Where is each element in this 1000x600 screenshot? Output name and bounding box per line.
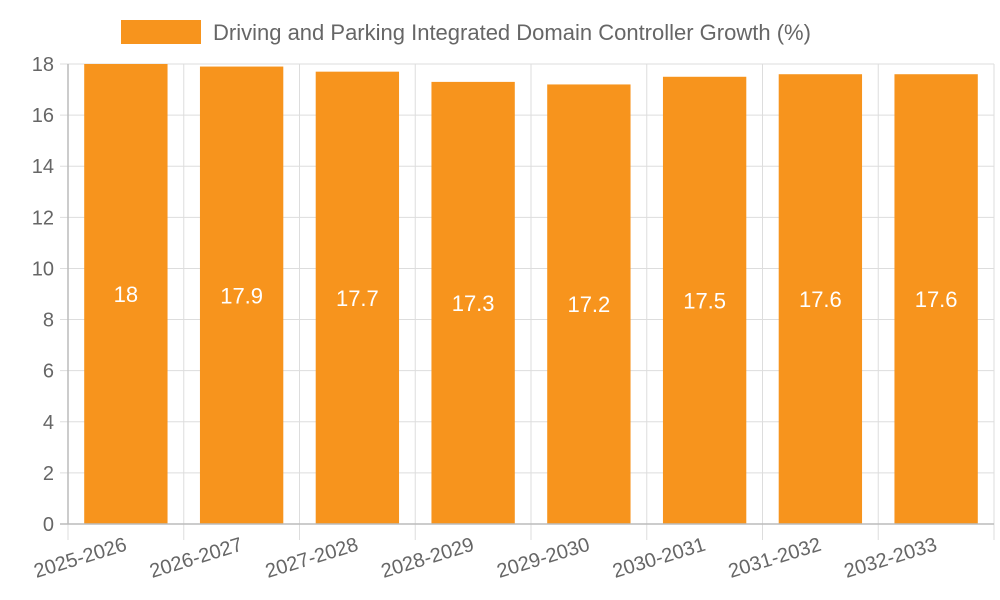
bar bbox=[894, 74, 978, 524]
data-label: 17.2 bbox=[567, 292, 610, 317]
x-tick-label: 2025-2026 bbox=[31, 534, 129, 583]
data-label: 17.7 bbox=[336, 286, 379, 311]
x-tick-label: 2031-2032 bbox=[726, 534, 824, 583]
legend: Driving and Parking Integrated Domain Co… bbox=[121, 20, 811, 45]
x-tick-label: 2027-2028 bbox=[263, 534, 361, 583]
bar bbox=[547, 84, 631, 524]
y-tick-label: 10 bbox=[32, 258, 54, 280]
data-labels: 18 17.9 17.7 17.3 17.2 17.5 17.6 17.6 bbox=[114, 282, 958, 317]
x-tick-label: 2028-2029 bbox=[379, 534, 477, 583]
x-tick-label: 2029-2030 bbox=[494, 534, 592, 583]
data-label: 17.3 bbox=[452, 291, 495, 316]
bar bbox=[199, 66, 284, 525]
y-tick-label: 6 bbox=[43, 361, 54, 383]
data-label: 17.6 bbox=[915, 287, 958, 312]
x-tick-label: 2030-2031 bbox=[610, 534, 708, 583]
bar bbox=[662, 76, 747, 525]
y-tick-label: 14 bbox=[32, 156, 54, 178]
data-label: 17.9 bbox=[220, 283, 263, 308]
bar bbox=[84, 64, 168, 524]
y-tick-label: 18 bbox=[32, 54, 54, 76]
y-axis: 0 2 4 6 8 10 12 14 16 18 bbox=[32, 54, 69, 536]
legend-swatch bbox=[121, 20, 201, 44]
x-axis: 2025-2026 2026-2027 2027-2028 2028-2029 2029… bbox=[31, 523, 994, 583]
data-label: 17.6 bbox=[799, 287, 842, 312]
x-tick-label: 2032-2033 bbox=[842, 534, 940, 583]
data-label: 17.5 bbox=[683, 288, 726, 313]
y-tick-label: 4 bbox=[43, 412, 54, 434]
bar bbox=[315, 71, 400, 525]
data-label: 18 bbox=[114, 282, 138, 307]
y-tick-label: 8 bbox=[43, 310, 54, 332]
y-tick-label: 12 bbox=[32, 207, 54, 229]
y-tick-label: 2 bbox=[43, 463, 54, 485]
x-tick-label: 2026-2027 bbox=[147, 534, 245, 583]
bar bbox=[778, 74, 863, 524]
legend-label: Driving and Parking Integrated Domain Co… bbox=[213, 20, 811, 45]
bars bbox=[84, 64, 978, 525]
y-tick-label: 16 bbox=[32, 105, 54, 127]
y-tick-label: 0 bbox=[43, 514, 54, 536]
bar bbox=[431, 81, 515, 524]
